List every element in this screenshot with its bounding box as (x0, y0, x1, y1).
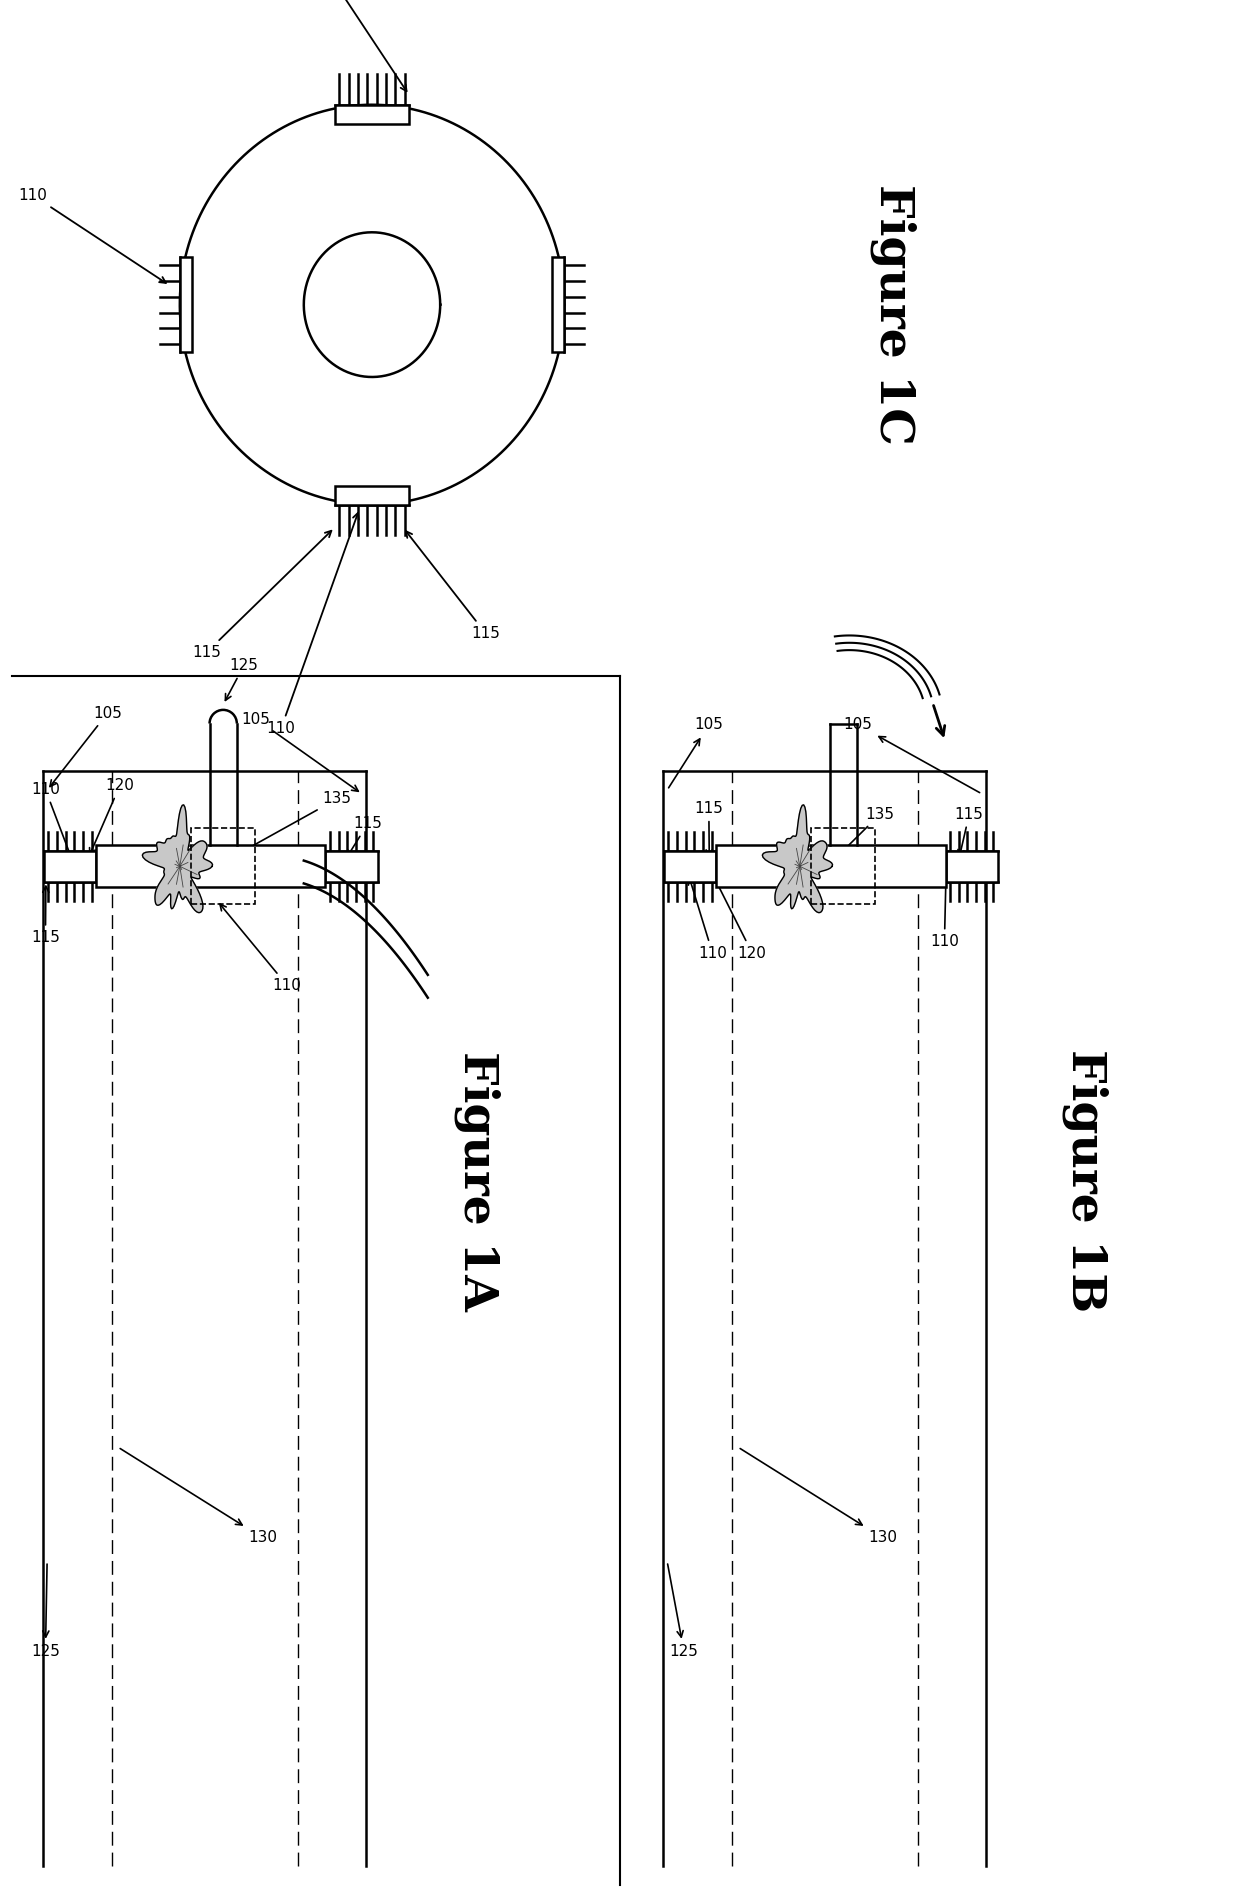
Bar (552, 257, 564, 352)
Text: 115: 115 (347, 817, 382, 857)
Bar (335, 486, 409, 505)
Text: 115: 115 (192, 531, 331, 661)
Text: 135: 135 (233, 792, 351, 857)
Bar (43, 851, 97, 882)
Text: 120: 120 (89, 779, 134, 855)
Bar (717, 845, 945, 887)
Text: 110: 110 (267, 512, 358, 737)
Bar (191, 828, 255, 904)
Text: 135: 135 (841, 807, 894, 853)
Polygon shape (143, 805, 212, 912)
Text: 130: 130 (740, 1449, 897, 1546)
Text: 115: 115 (694, 802, 723, 857)
Text: 125: 125 (226, 659, 258, 701)
Text: 105: 105 (843, 718, 980, 792)
Text: 110: 110 (31, 783, 72, 859)
Text: 130: 130 (120, 1449, 277, 1546)
Text: 110: 110 (930, 874, 959, 950)
Bar (665, 851, 717, 882)
Text: 110: 110 (19, 188, 166, 284)
Text: 105: 105 (242, 712, 358, 792)
Text: Figure 1B: Figure 1B (1061, 1049, 1109, 1312)
Text: 120: 120 (322, 0, 407, 91)
Bar (180, 257, 192, 352)
Bar (95, 845, 325, 887)
Bar (325, 851, 377, 882)
Text: 125: 125 (667, 1563, 698, 1660)
Text: 105: 105 (50, 706, 122, 786)
Text: Figure 1C: Figure 1C (869, 183, 916, 446)
Polygon shape (763, 805, 832, 912)
Bar (335, 105, 409, 124)
Text: 115: 115 (405, 531, 500, 642)
Bar (811, 828, 875, 904)
Bar (946, 851, 998, 882)
Text: Figure 1A: Figure 1A (454, 1051, 501, 1310)
Text: 105: 105 (668, 718, 723, 788)
Text: 120: 120 (713, 874, 766, 962)
Text: 115: 115 (955, 807, 983, 857)
Text: 110: 110 (219, 904, 301, 994)
Text: 125: 125 (31, 1563, 60, 1660)
Text: 115: 115 (31, 885, 60, 946)
Text: 110: 110 (688, 878, 727, 962)
